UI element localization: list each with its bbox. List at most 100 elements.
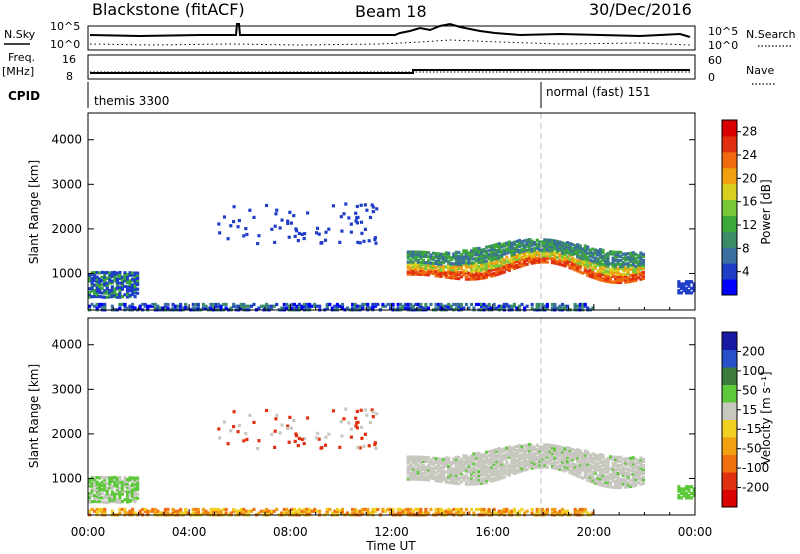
- velocity-cell: [103, 476, 107, 480]
- power-cell: [614, 280, 618, 284]
- power-cell: [553, 251, 557, 255]
- power-cell: [477, 246, 481, 251]
- velocity-cell: [495, 457, 499, 462]
- velocity-cell: [305, 511, 309, 515]
- power-cell: [416, 254, 420, 258]
- power-cell: [454, 302, 458, 307]
- power-cell: [538, 258, 542, 262]
- velocity-cell: [477, 451, 481, 456]
- ytick-label: 2000: [51, 222, 82, 236]
- velocity-cell: [214, 509, 218, 513]
- power-cell: [477, 276, 481, 281]
- velocity-cell: [282, 511, 286, 515]
- velocity-cell: [406, 475, 410, 479]
- power-cell: [115, 277, 119, 281]
- velocity-cell: [523, 454, 527, 458]
- velocity-cell: [619, 479, 623, 484]
- power-cell: [538, 242, 542, 246]
- power-cell: [550, 250, 554, 255]
- velocity-cell: [442, 464, 446, 468]
- power-cell: [543, 242, 547, 246]
- power-cell: [474, 257, 479, 261]
- power-cell: [118, 270, 122, 275]
- velocity-cell: [437, 459, 441, 463]
- velocity-cell: [684, 485, 689, 489]
- power-cell: [123, 304, 127, 308]
- velocity-cell: [98, 490, 102, 494]
- power-cell: [454, 266, 458, 270]
- power-cell: [616, 254, 620, 259]
- power-cell: [371, 304, 375, 308]
- power-cell: [520, 256, 524, 260]
- power-cell: [110, 273, 114, 277]
- velocity-cell: [523, 468, 527, 472]
- power-cell: [487, 271, 491, 275]
- power-cell: [591, 275, 595, 279]
- velocity-cell: [325, 507, 329, 512]
- power-cell: [487, 269, 491, 273]
- power-cell: [409, 302, 413, 307]
- velocity-cell: [593, 465, 597, 469]
- velocity-cell: [434, 471, 438, 475]
- velocity-cell: [571, 472, 575, 476]
- power-cell: [289, 221, 293, 225]
- velocity-cell: [510, 446, 514, 450]
- velocity-cell: [543, 509, 547, 513]
- velocity-cell: [558, 511, 562, 515]
- velocity-cell: [467, 511, 471, 515]
- velocity-cell: [308, 507, 312, 512]
- velocity-cell: [469, 507, 474, 512]
- velocity-cell: [576, 472, 580, 476]
- power-cell: [204, 304, 208, 308]
- power-cell: [497, 304, 501, 308]
- figure-title: Blackstone (fitACF): [92, 0, 245, 19]
- power-cell: [449, 274, 453, 278]
- velocity-cell: [568, 463, 572, 467]
- power-cell: [545, 260, 549, 264]
- power-cell: [437, 252, 441, 256]
- velocity-cell: [125, 477, 130, 482]
- power-cell: [609, 252, 613, 256]
- velocity-cell: [100, 496, 104, 500]
- power-cell: [201, 306, 205, 310]
- velocity-cell: [497, 477, 501, 481]
- velocity-cell: [593, 481, 597, 485]
- power-cell: [130, 273, 135, 277]
- velocity-cell: [560, 460, 565, 464]
- power-cell: [472, 306, 476, 310]
- power-cell: [606, 275, 610, 280]
- power-cell: [540, 250, 544, 254]
- power-cell: [136, 281, 140, 285]
- power-cell: [472, 253, 476, 257]
- velocity-cell: [474, 480, 479, 484]
- velocity-cell: [510, 468, 514, 472]
- power-cell: [273, 224, 277, 228]
- power-cell: [401, 306, 405, 310]
- velocity-cell: [631, 484, 635, 488]
- power-cell: [459, 306, 463, 310]
- power-cell: [495, 265, 499, 269]
- velocity-cell: [136, 484, 140, 488]
- velocity-cell: [616, 465, 620, 470]
- power-cell: [469, 271, 474, 275]
- power-cell: [507, 242, 511, 246]
- power-cell: [123, 302, 127, 307]
- power-cell: [419, 252, 423, 256]
- power-cell: [449, 304, 453, 308]
- power-cell: [245, 232, 249, 237]
- power-cell: [535, 250, 539, 254]
- power-cell: [444, 306, 448, 310]
- power-cell: [421, 262, 425, 267]
- power-cell: [558, 242, 562, 246]
- ytick-label: 1000: [51, 266, 82, 280]
- power-cell: [375, 207, 379, 211]
- power-cell: [550, 306, 554, 310]
- velocity-cell: [469, 478, 474, 482]
- velocity-cell: [606, 484, 610, 489]
- velocity-cell: [411, 467, 415, 471]
- power-cell: [639, 273, 643, 277]
- power-cell: [368, 306, 372, 310]
- power-cell: [457, 266, 461, 271]
- velocity-cell: [520, 447, 524, 451]
- power-cell: [596, 275, 600, 279]
